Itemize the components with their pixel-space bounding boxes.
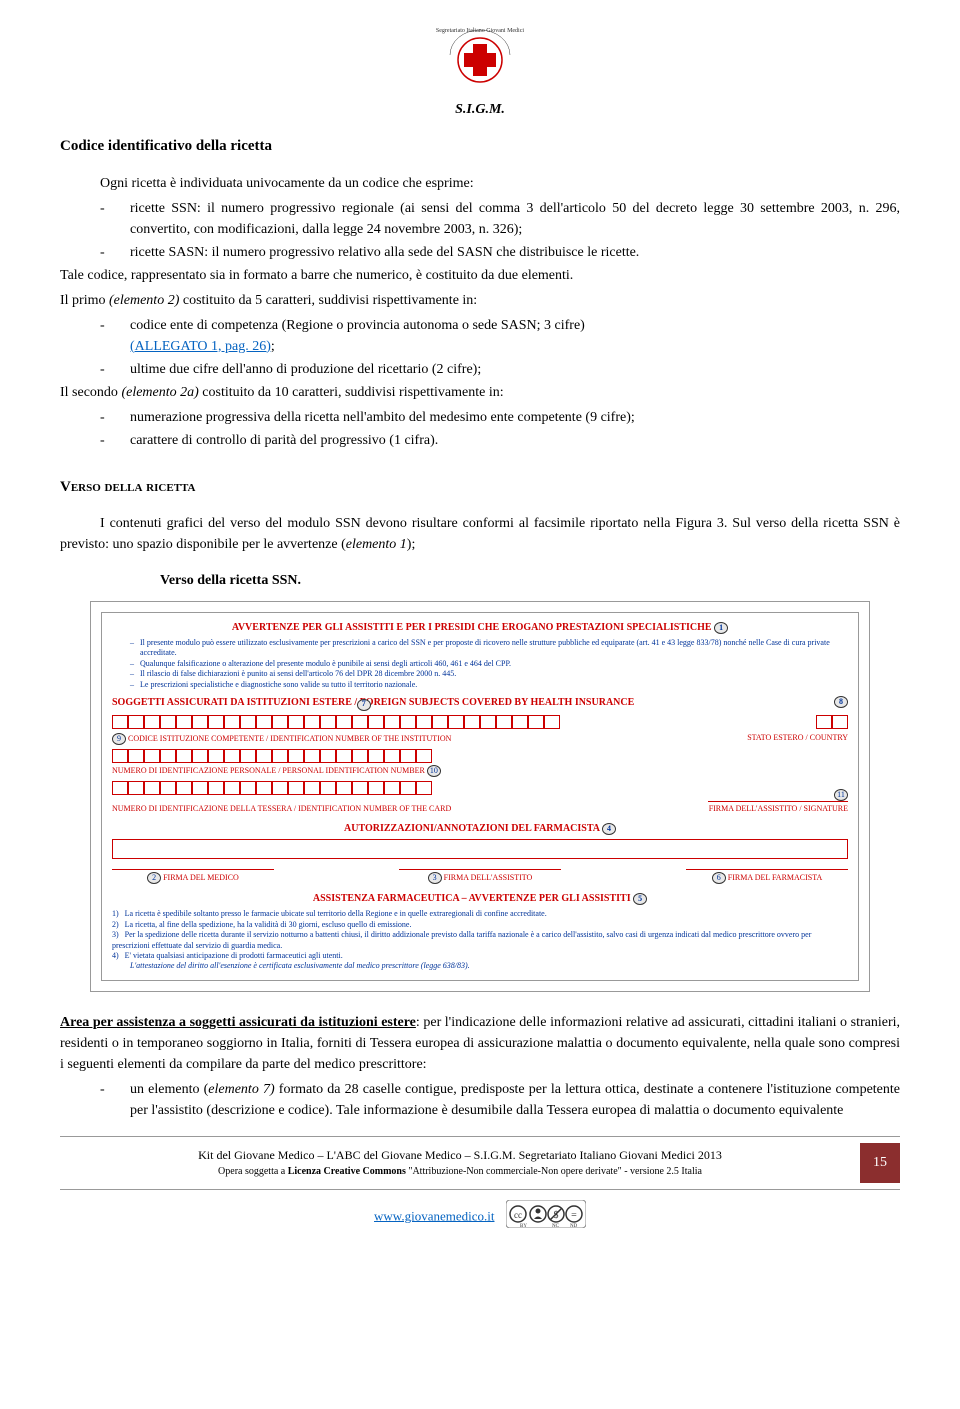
boxes-institution	[112, 715, 560, 729]
form-assist-item: 1) La ricetta è spedibile soltanto press…	[112, 909, 848, 919]
row-label: NUMERO DI IDENTIFICAZIONE DELLA TESSERA …	[112, 804, 451, 814]
svg-text:ND: ND	[570, 1224, 578, 1228]
list-item: ricette SSN: il numero progressivo regio…	[100, 198, 900, 240]
form-assist-item: 3) Per la spedizione delle ricetta duran…	[112, 930, 848, 951]
svg-text:Segretariato Italiano Giovani: Segretariato Italiano Giovani Medici	[436, 28, 524, 34]
form-title-soggetti: SOGGETTI ASSICURATI DA ISTITUZIONI ESTER…	[112, 696, 848, 709]
row-label: 9 CODICE ISTITUZIONE COMPETENTE / IDENTI…	[112, 733, 451, 745]
row-label: NUMERO DI IDENTIFICAZIONE PERSONALE / PE…	[112, 765, 848, 777]
sig-assistito: 3 FIRMA DELL'ASSISTITO	[399, 869, 561, 884]
verso-paragraph: I contenuti grafici del verso del modulo…	[60, 513, 900, 555]
ricetta-form-figure: AVVERTENZE PER GLI ASSISTITI E PER I PRE…	[90, 601, 870, 992]
footer-line-2: Opera soggetta a Licenza Creative Common…	[60, 1164, 860, 1179]
list-item: codice ente di competenza (Regione o pro…	[100, 315, 900, 357]
form-warn: Qualunque falsificazione o alterazione d…	[130, 659, 848, 669]
form-assist-item: 4) E' vietata qualsiasi anticipazione di…	[112, 951, 848, 961]
form-warn: Le prescrizioni specialistiche e diagnos…	[130, 680, 848, 690]
list-item: un elemento (elemento 7) formato da 28 c…	[100, 1079, 900, 1121]
form-title-assistenza: ASSISTENZA FARMACEUTICA – AVVERTENZE PER…	[112, 892, 848, 905]
area-paragraph: Area per assistenza a soggetti assicurat…	[60, 1012, 900, 1075]
bullet-list-1: ricette SSN: il numero progressivo regio…	[60, 198, 900, 263]
form-title-autorizzazioni: AUTORIZZAZIONI/ANNOTAZIONI DEL FARMACIST…	[112, 822, 848, 835]
bullet-list-3: numerazione progressiva della ricetta ne…	[60, 407, 900, 451]
svg-text:BY: BY	[520, 1224, 527, 1228]
logo-header: Segretariato Italiano Giovani Medici S.I…	[60, 20, 900, 120]
paragraph: Il secondo (elemento 2a) costituito da 1…	[60, 382, 900, 403]
boxes-country	[816, 715, 848, 729]
form-title-avvertenze: AVVERTENZE PER GLI ASSISTITI E PER I PRE…	[112, 621, 848, 634]
list-item: ricette SASN: il numero progressivo rela…	[100, 242, 900, 263]
footer-url-link[interactable]: www.giovanemedico.it	[374, 1208, 494, 1223]
paragraph: Il primo (elemento 2) costituito da 5 ca…	[60, 290, 900, 311]
logo-acronym: S.I.G.M.	[60, 99, 900, 120]
sig-medico: 2 FIRMA DEL MEDICO	[112, 869, 274, 884]
svg-text:NC: NC	[552, 1224, 560, 1228]
boxes-personal-id	[112, 749, 848, 763]
row-label: FIRMA DELL'ASSISTITO / SIGNATURE	[709, 804, 848, 814]
footer-bar: Kit del Giovane Medico – L'ABC del Giova…	[60, 1136, 900, 1190]
svg-text:cc: cc	[514, 1210, 522, 1220]
form-warn: Il presente modulo può essere utilizzato…	[130, 638, 848, 659]
row-label: STATO ESTERO / COUNTRY	[747, 733, 848, 743]
sigm-logo-icon: Segretariato Italiano Giovani Medici	[435, 20, 525, 90]
area-heading: Area per assistenza a soggetti assicurat…	[60, 1015, 416, 1030]
form-assist-item: L'attestazione del diritto all'esenzione…	[112, 961, 848, 971]
svg-text:=: =	[571, 1210, 577, 1221]
paragraph: Tale codice, rappresentato sia in format…	[60, 265, 900, 286]
list-item: carattere di controllo di parità del pro…	[100, 430, 900, 451]
section-title-verso: Verso della ricetta	[60, 476, 900, 499]
cc-badge-icon: cc $ = BY NC ND	[506, 1200, 586, 1235]
area-bullet-list: un elemento (elemento 7) formato da 28 c…	[60, 1079, 900, 1121]
intro-paragraph: Ogni ricetta è individuata univocamente …	[60, 173, 900, 194]
footer-line-1: Kit del Giovane Medico – L'ABC del Giova…	[60, 1146, 860, 1164]
boxes-card-id	[112, 781, 432, 795]
sig-farmacista: 6 FIRMA DEL FARMACISTA	[686, 869, 848, 884]
section-title-codice: Codice identificativo della ricetta	[60, 135, 900, 158]
allegato-link[interactable]: (ALLEGATO 1, pag. 26)	[130, 339, 271, 354]
bullet-list-2: codice ente di competenza (Regione o pro…	[60, 315, 900, 380]
form-assist-item: 2) La ricetta, al fine della spedizione,…	[112, 920, 848, 930]
list-item: numerazione progressiva della ricetta ne…	[100, 407, 900, 428]
page-number: 15	[860, 1143, 900, 1183]
figure-label: Verso della ricetta SSN.	[60, 570, 900, 591]
list-item: ultime due cifre dell'anno di produzione…	[100, 359, 900, 380]
form-warn: Il rilascio di false dichiarazioni è pun…	[130, 669, 848, 679]
